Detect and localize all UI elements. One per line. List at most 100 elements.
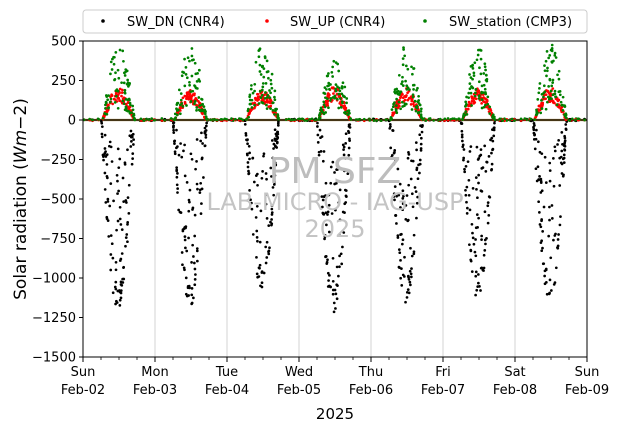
sw-dn-point	[564, 127, 568, 131]
sw-station-point	[327, 106, 330, 110]
sw-station-point	[263, 96, 267, 100]
sw-dn-point	[264, 261, 268, 265]
sw-dn-point	[125, 233, 129, 236]
sw-station-point	[91, 118, 94, 122]
sw-dn-point	[324, 255, 328, 258]
sw-dn-point	[469, 145, 473, 148]
sw-station-point	[121, 49, 125, 53]
sw-dn-point	[415, 148, 418, 152]
sw-dn-point	[256, 183, 259, 187]
sw-dn-point	[192, 296, 195, 300]
sw-dn-point	[247, 169, 250, 173]
sw-station-point	[104, 107, 107, 110]
sw-dn-point	[346, 169, 349, 173]
sw-station-point	[120, 81, 123, 85]
sw-station-point	[556, 73, 559, 77]
sw-dn-point	[540, 219, 543, 223]
sw-station-point	[483, 65, 487, 69]
sw-station-point	[114, 89, 118, 93]
sw-dn-point	[483, 144, 487, 148]
sw-station-point	[326, 97, 329, 101]
sw-dn-point	[104, 201, 108, 204]
sw-up-point	[551, 99, 555, 103]
sw-dn-point	[410, 192, 414, 196]
sw-up-point	[403, 98, 407, 102]
sw-station-point	[126, 81, 130, 85]
sw-station-point	[554, 95, 558, 99]
sw-dn-point	[492, 126, 496, 130]
sw-station-point	[488, 105, 492, 109]
sw-dn-point	[272, 147, 275, 150]
sw-dn-point	[405, 296, 409, 299]
sw-station-point	[328, 99, 332, 102]
sw-dn-point	[121, 176, 125, 180]
sw-dn-point	[126, 221, 130, 224]
sw-up-point	[110, 94, 114, 97]
sw-station-point	[116, 106, 120, 110]
sw-dn-point	[121, 277, 124, 281]
sw-station-point	[548, 78, 552, 82]
sw-dn-point	[418, 171, 421, 175]
sw-station-point	[473, 94, 477, 98]
sw-dn-point	[203, 144, 207, 148]
sw-dn-point	[324, 211, 328, 215]
sw-dn-point	[419, 136, 423, 140]
sw-station-point	[169, 117, 173, 120]
sw-station-point	[477, 97, 481, 100]
sw-dn-point	[265, 177, 268, 181]
sw-station-point	[557, 69, 561, 73]
sw-station-point	[260, 64, 264, 68]
sw-station-point	[127, 97, 131, 101]
sw-station-point	[463, 113, 467, 117]
sw-dn-point	[475, 288, 479, 292]
sw-station-point	[126, 78, 129, 82]
sw-station-point	[202, 109, 206, 113]
sw-dn-point	[100, 132, 104, 136]
sw-station-point	[110, 68, 114, 71]
sw-dn-point	[255, 229, 259, 233]
sw-station-point	[257, 102, 261, 105]
sw-station-point	[182, 71, 186, 74]
sw-station-point	[177, 88, 181, 92]
sw-dn-point	[258, 266, 261, 270]
sw-dn-point	[392, 195, 396, 199]
sw-up-point	[537, 104, 541, 108]
sw-station-point	[543, 64, 546, 67]
sw-dn-point	[246, 142, 249, 146]
sw-station-point	[349, 117, 353, 121]
sw-station-point	[323, 86, 327, 89]
sw-dn-point	[399, 206, 402, 209]
sw-dn-point	[343, 202, 347, 206]
sw-dn-point	[342, 231, 346, 234]
sw-dn-point	[113, 285, 117, 289]
y-tick-label: −500	[40, 193, 76, 208]
sw-dn-point	[392, 192, 396, 196]
x-tick-date: Feb-06	[349, 383, 393, 398]
sw-dn-point	[200, 202, 203, 205]
sw-dn-point	[474, 270, 478, 274]
sw-dn-point	[320, 135, 324, 138]
sw-dn-point	[317, 150, 321, 154]
sw-dn-point	[390, 156, 393, 159]
sw-station-point	[403, 54, 407, 58]
sw-station-point	[339, 106, 343, 109]
sw-station-point	[291, 118, 294, 122]
sw-station-point	[461, 117, 464, 121]
watermark-line-1: PM SFZ	[269, 151, 401, 192]
sw-station-point	[268, 89, 271, 92]
sw-dn-point	[462, 158, 465, 162]
sw-dn-point	[548, 218, 551, 222]
sw-station-point	[112, 62, 116, 66]
sw-station-point	[331, 75, 334, 78]
sw-dn-point	[548, 179, 552, 183]
sw-dn-point	[131, 132, 135, 136]
sw-station-point	[519, 117, 523, 121]
sw-dn-point	[270, 211, 274, 214]
sw-station-point	[308, 118, 312, 121]
sw-station-point	[467, 96, 471, 100]
sw-station-point	[200, 103, 204, 107]
sw-station-point	[553, 89, 557, 93]
sw-dn-point	[342, 145, 346, 149]
sw-dn-point	[334, 292, 338, 296]
sw-dn-point	[534, 137, 538, 141]
